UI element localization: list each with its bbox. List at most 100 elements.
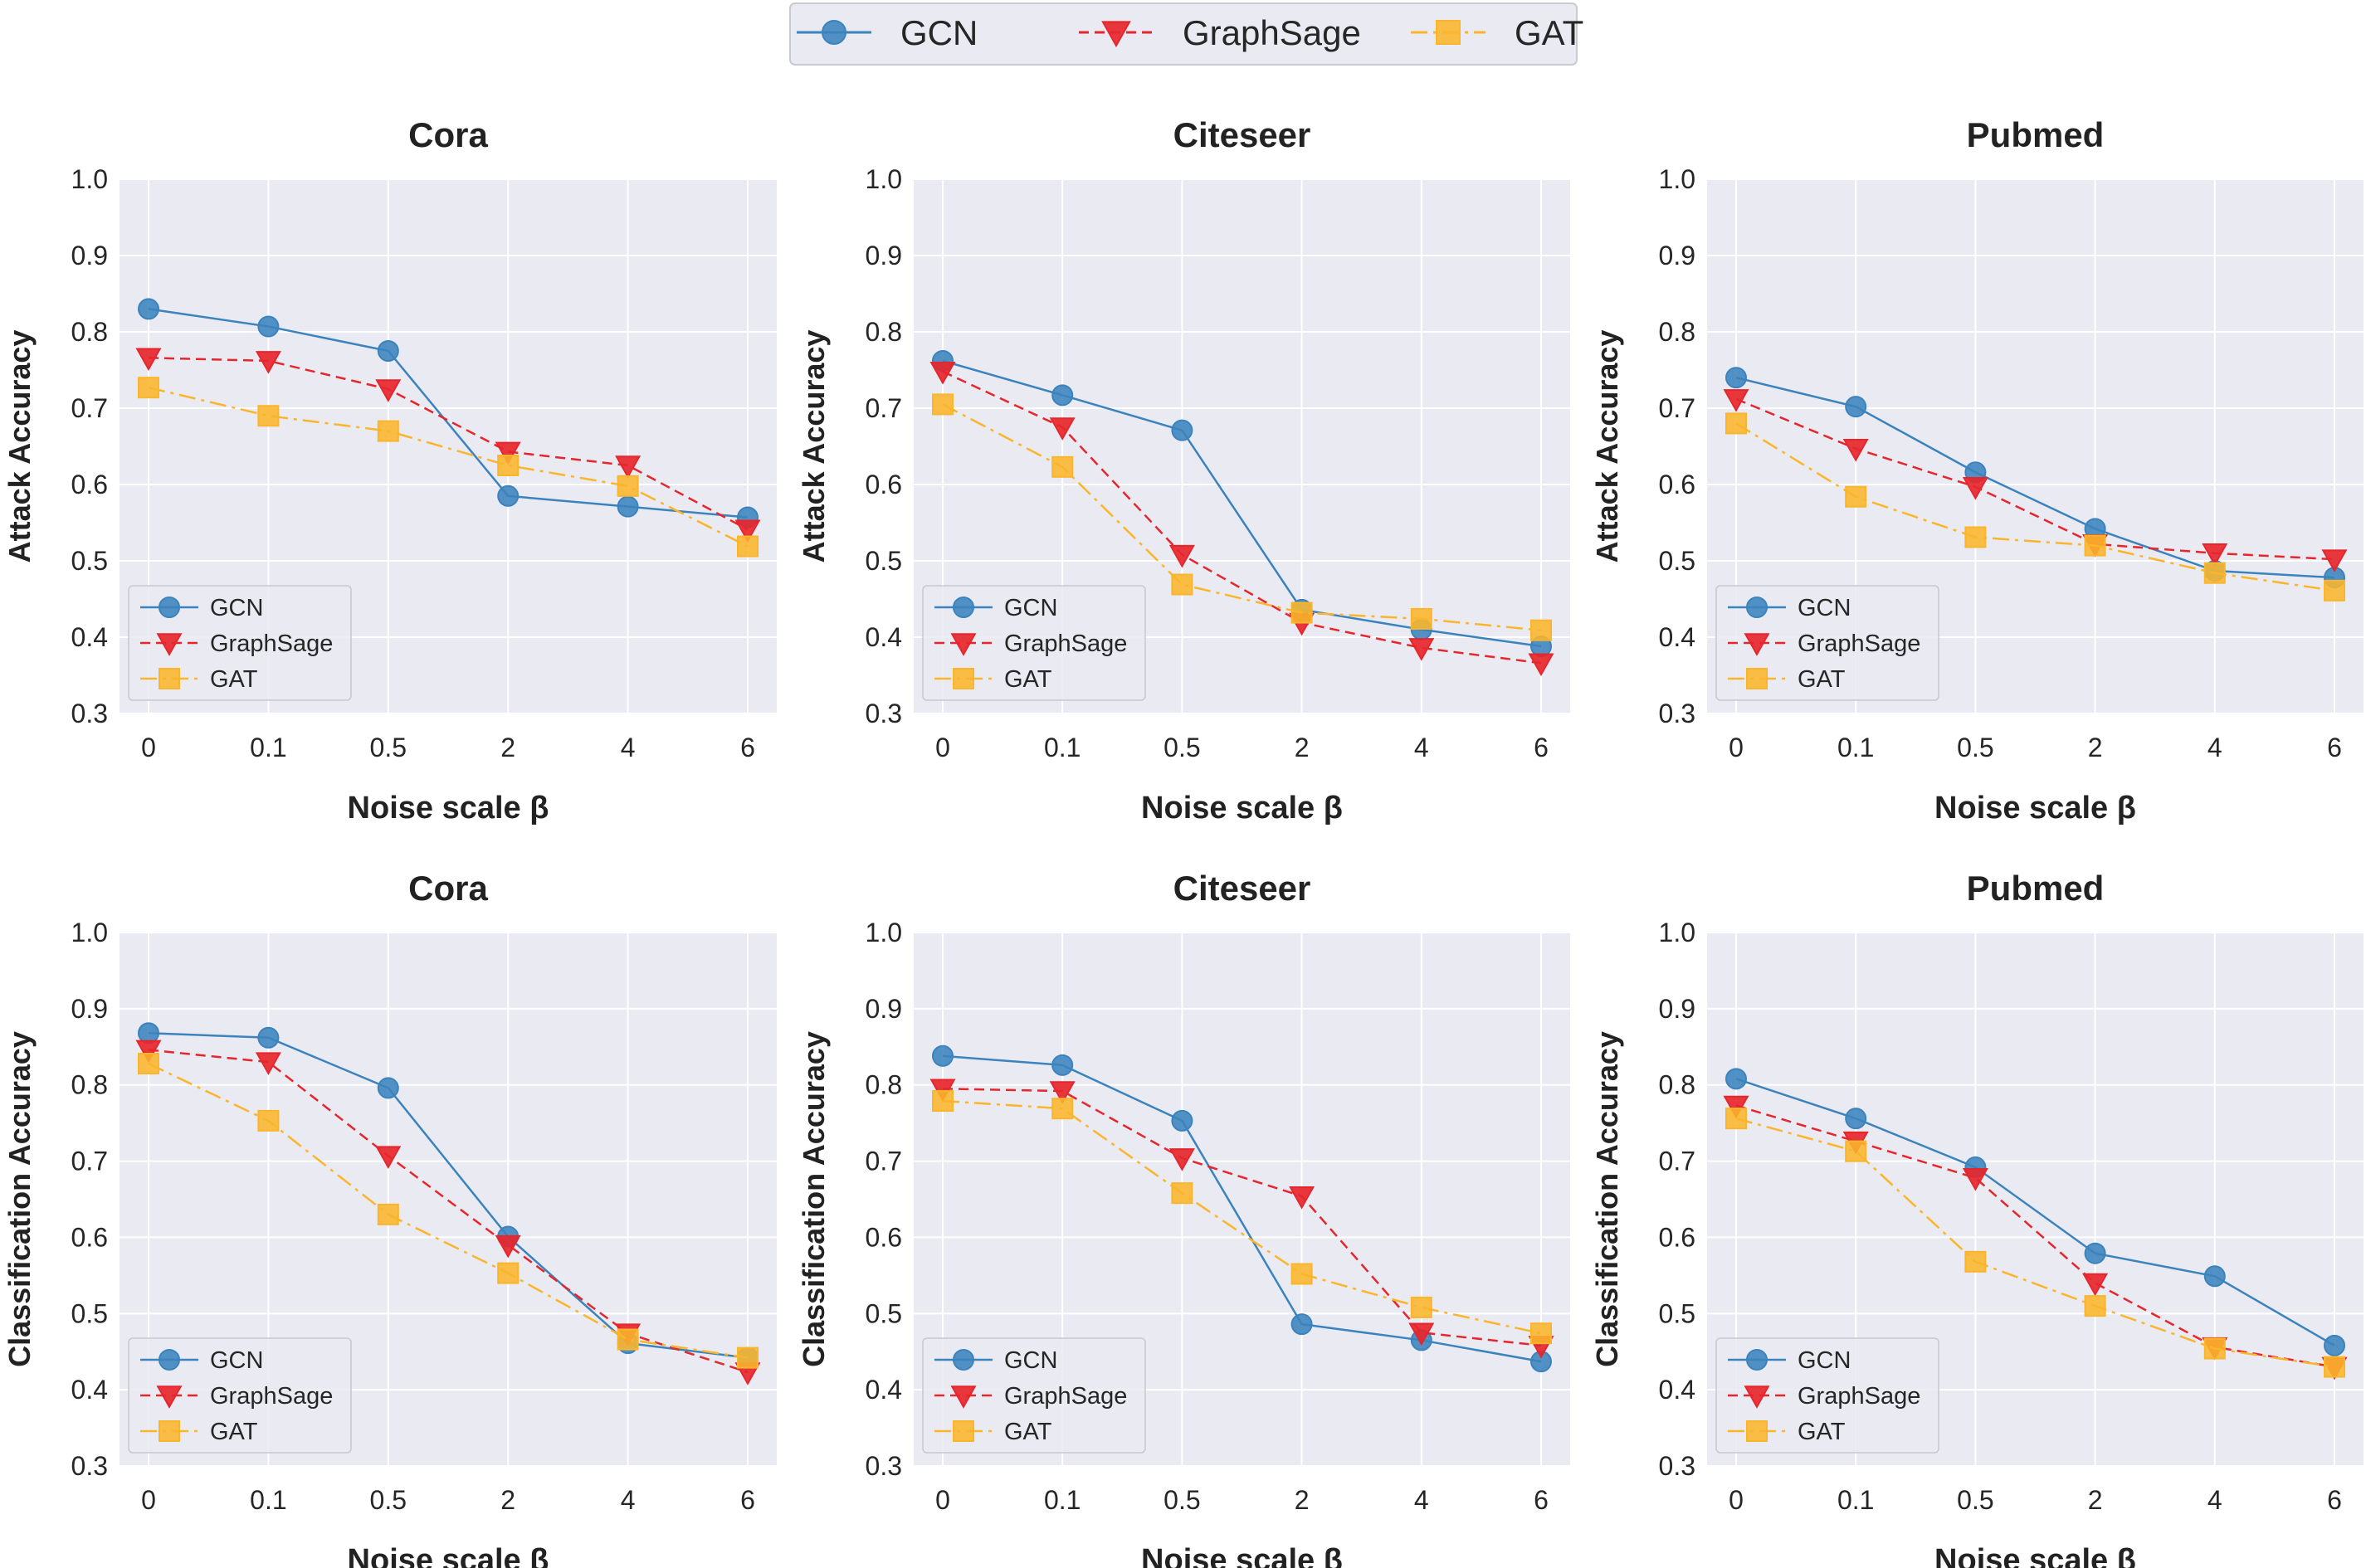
legend-label-gat: GAT <box>1798 666 1846 693</box>
data-point-gat <box>737 1346 759 1369</box>
data-point-gcn <box>1051 1054 1074 1076</box>
data-point-gcn <box>257 315 280 338</box>
x-tick-label: 0.5 <box>1163 1485 1200 1515</box>
y-tick-label: 1.0 <box>1659 164 1695 194</box>
legend-frame <box>128 1337 352 1454</box>
data-point-graphsage <box>1408 638 1435 661</box>
data-point-graphsage <box>495 441 521 465</box>
data-point-graphsage <box>929 1079 956 1103</box>
data-point-gat <box>1290 601 1313 624</box>
data-point-gcn <box>377 340 399 362</box>
top-legend-marker-gat <box>1436 20 1461 45</box>
data-point-graphsage <box>135 348 162 372</box>
data-point-gat <box>932 393 954 416</box>
legend-marker-graphsage <box>1744 633 1770 656</box>
legend-marker-graphsage <box>950 633 977 656</box>
y-tick-label: 0.5 <box>866 546 902 576</box>
x-tick-label: 4 <box>2207 733 2222 762</box>
chart-title: Pubmed <box>1967 869 2105 908</box>
data-point-graphsage <box>1408 1322 1435 1346</box>
x-tick-label: 2 <box>1295 733 1310 762</box>
x-tick-label: 0.1 <box>1044 733 1081 762</box>
data-point-gcn <box>2084 1242 2106 1264</box>
data-point-gat <box>497 1262 520 1284</box>
legend-label-gcn: GCN <box>210 1347 263 1374</box>
series-line-gat <box>148 1062 749 1359</box>
data-point-gat <box>138 1052 159 1074</box>
y-tick-label: 0.9 <box>866 241 902 270</box>
y-tick-label: 0.5 <box>1659 1298 1695 1328</box>
series-line-gat <box>942 1099 1542 1335</box>
data-point-graphsage <box>734 519 761 543</box>
data-point-gat <box>1171 573 1193 596</box>
data-point-gat <box>2084 534 2106 557</box>
x-tick-label: 4 <box>621 733 636 762</box>
panel-legend: GCN GraphSage GAT <box>128 585 352 701</box>
y-axis-label: Attack Accuracy <box>2 330 37 563</box>
series-line-gat <box>1735 1117 2335 1368</box>
y-tick-label: 0.9 <box>866 994 902 1024</box>
data-point-gat <box>2324 579 2345 601</box>
y-tick-label: 1.0 <box>866 164 902 194</box>
panel-legend: GCN GraphSage GAT <box>128 1337 352 1454</box>
x-tick-label: 4 <box>1414 733 1429 762</box>
legend-label-gcn: GCN <box>1798 1347 1851 1374</box>
x-axis-label: Noise scale β <box>1141 1543 1343 1568</box>
x-tick-label: 0.5 <box>1957 733 1993 762</box>
data-point-graphsage <box>929 362 956 385</box>
panel-3: 0.3 0.4 0.5 0.6 0.7 0.8 0.9 1.0 0 0.1 0.5 2 4 6 Pubmed… <box>1590 115 2364 825</box>
x-tick-label: 6 <box>2327 733 2342 762</box>
data-point-gat <box>2203 1337 2226 1360</box>
top-legend: GCN GraphSage GAT <box>789 2 1583 66</box>
data-point-graphsage <box>375 379 402 402</box>
y-tick-label: 0.4 <box>1659 1375 1695 1405</box>
series-line-gcn <box>942 1054 1542 1363</box>
series-line-gcn <box>148 308 749 519</box>
top-legend-label-graphsage: GraphSage <box>1183 13 1361 52</box>
y-tick-label: 0.4 <box>71 1375 108 1405</box>
data-point-gat <box>1410 1296 1432 1318</box>
legend-label-gat: GAT <box>1798 1419 1846 1445</box>
y-axis-label: Attack Accuracy <box>797 330 831 563</box>
legend-marker-graphsage <box>156 1385 183 1409</box>
data-point-graphsage <box>1168 1148 1195 1171</box>
y-tick-label: 0.3 <box>1659 699 1695 728</box>
y-tick-label: 0.6 <box>866 470 902 499</box>
legend-label-gat: GAT <box>1004 1419 1052 1445</box>
data-point-gat <box>1530 619 1552 641</box>
data-point-gcn <box>257 1026 280 1049</box>
series-line-gat <box>1735 422 2335 592</box>
data-point-gat <box>932 1090 954 1113</box>
x-tick-label: 0.1 <box>250 733 286 762</box>
x-tick-label: 4 <box>2207 1485 2222 1515</box>
data-point-gcn <box>2324 1334 2345 1356</box>
x-tick-label: 0 <box>141 1485 156 1515</box>
x-tick-label: 0.1 <box>1044 1485 1081 1515</box>
x-tick-label: 6 <box>740 1485 755 1515</box>
data-point-gat <box>1290 1263 1313 1285</box>
y-tick-label: 0.4 <box>1659 622 1695 652</box>
y-tick-label: 0.7 <box>866 393 902 423</box>
data-point-gcn <box>1845 1108 1867 1130</box>
data-point-graphsage <box>135 1040 162 1064</box>
y-axis-label: Attack Accuracy <box>1590 330 1624 563</box>
data-point-gcn <box>2203 1265 2226 1288</box>
x-tick-label: 6 <box>740 733 755 762</box>
top-legend-marker-graphsage <box>1101 21 1131 48</box>
y-tick-label: 0.9 <box>1659 241 1695 270</box>
legend-marker-gat <box>159 668 180 689</box>
x-tick-label: 2 <box>1295 1485 1310 1515</box>
y-tick-label: 1.0 <box>71 164 108 194</box>
data-point-graphsage <box>1723 389 1749 412</box>
y-tick-label: 0.8 <box>71 1070 108 1100</box>
data-point-gcn <box>138 298 159 320</box>
x-tick-label: 2 <box>500 733 515 762</box>
y-tick-label: 0.9 <box>71 994 108 1024</box>
data-point-gcn <box>1171 1109 1193 1132</box>
x-axis-label: Noise scale β <box>348 1543 549 1568</box>
legend-label-gcn: GCN <box>210 595 263 621</box>
y-tick-label: 0.8 <box>1659 317 1695 347</box>
data-point-gat <box>2084 1295 2106 1317</box>
x-axis-label: Noise scale β <box>1934 791 2136 825</box>
y-tick-label: 0.3 <box>71 1451 108 1481</box>
